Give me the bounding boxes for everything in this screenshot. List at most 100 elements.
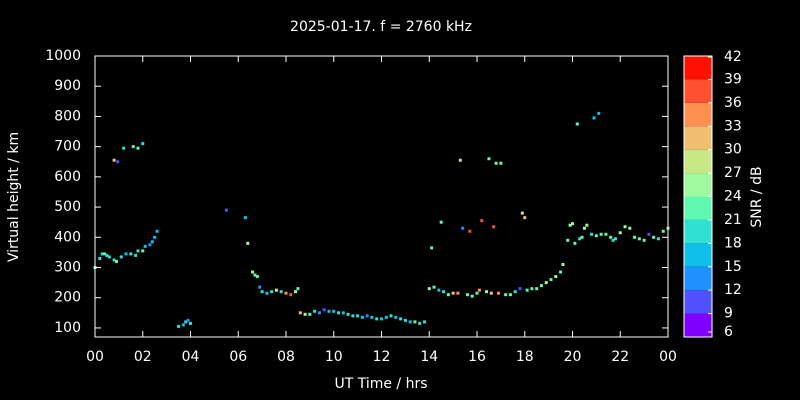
colorbar-swatch: [684, 149, 712, 174]
x-tick-label: 02: [134, 349, 152, 365]
data-point: [317, 311, 321, 315]
data-point: [346, 312, 350, 316]
data-point: [580, 235, 584, 239]
data-point: [186, 318, 190, 322]
colorbar-tick-label: 36: [724, 95, 742, 111]
data-point: [375, 317, 379, 321]
data-point: [337, 311, 341, 315]
data-point: [652, 235, 656, 239]
y-tick-label: 100: [54, 320, 81, 336]
data-point: [561, 262, 565, 266]
data-point: [124, 252, 128, 256]
data-point: [430, 246, 434, 250]
data-point: [114, 259, 118, 263]
data-point: [279, 290, 283, 294]
data-point: [499, 161, 503, 165]
x-tick-label: 16: [468, 349, 486, 365]
y-tick-label: 300: [54, 260, 81, 276]
x-tick-label: 00: [86, 349, 104, 365]
colorbar-swatch: [684, 290, 712, 314]
data-point: [181, 323, 185, 327]
data-point: [258, 285, 262, 289]
y-tick-label: 800: [54, 108, 81, 124]
colorbar-tick-label: 27: [724, 165, 742, 181]
y-axis-label: Virtual height / km: [6, 132, 22, 262]
data-point: [155, 229, 159, 233]
data-point: [422, 320, 426, 324]
data-point: [313, 309, 317, 313]
data-point: [370, 315, 374, 319]
data-point: [523, 216, 527, 220]
data-point: [439, 220, 443, 224]
data-point: [298, 311, 302, 315]
data-point: [661, 229, 665, 233]
data-point: [633, 235, 637, 239]
data-point: [504, 293, 508, 297]
data-point: [131, 145, 135, 149]
data-point: [136, 249, 140, 253]
colorbar-tick-label: 24: [724, 189, 742, 205]
data-point: [184, 320, 188, 324]
x-tick-label: 10: [325, 349, 343, 365]
colorbar-swatch: [684, 126, 712, 150]
data-point: [559, 270, 563, 274]
data-point: [568, 223, 572, 227]
data-point: [618, 231, 622, 235]
colorbar-swatch: [684, 173, 712, 197]
data-point: [308, 312, 312, 316]
data-point: [427, 287, 431, 291]
data-point: [623, 225, 627, 229]
data-point: [253, 273, 257, 277]
data-point: [451, 291, 455, 295]
data-point: [597, 111, 601, 115]
data-point: [116, 160, 120, 164]
x-tick-label: 14: [420, 349, 438, 365]
data-point: [384, 315, 388, 319]
data-point: [456, 291, 460, 295]
colorbar-tick-label: 12: [724, 282, 742, 298]
data-point: [477, 288, 481, 292]
data-point: [578, 237, 582, 241]
colorbar-swatch: [684, 56, 712, 80]
data-point: [129, 252, 133, 256]
data-point: [470, 294, 474, 298]
data-point: [489, 291, 493, 295]
data-point: [513, 290, 517, 294]
data-point: [465, 293, 469, 297]
data-point: [656, 237, 660, 241]
data-point: [100, 252, 104, 256]
data-point: [303, 312, 307, 316]
y-tick-label: 900: [54, 78, 81, 94]
data-point: [437, 288, 441, 292]
data-point: [413, 320, 417, 324]
colorbar-tick-label: 30: [724, 142, 742, 158]
colorbar-swatch: [684, 219, 712, 244]
x-tick-label: 00: [659, 349, 677, 365]
data-point: [554, 275, 558, 279]
data-point: [647, 232, 651, 236]
data-point: [458, 158, 462, 162]
data-point: [134, 253, 138, 257]
data-point: [351, 314, 355, 318]
y-tick-label: 400: [54, 229, 81, 245]
x-tick-label: 18: [516, 349, 534, 365]
data-point: [341, 311, 345, 315]
x-tick-label: 12: [373, 349, 391, 365]
data-point: [112, 158, 116, 162]
data-point: [590, 232, 594, 236]
data-point: [274, 288, 278, 292]
data-point: [585, 223, 589, 227]
data-point: [571, 222, 574, 226]
colorbar-tick-label: 6: [724, 324, 733, 340]
data-point: [399, 317, 403, 321]
colorbar-tick-label: 42: [724, 49, 742, 65]
data-point: [468, 229, 472, 233]
colorbar-swatch: [684, 196, 712, 220]
data-point: [251, 270, 255, 274]
data-point: [136, 146, 140, 150]
y-tick-label: 1000: [45, 48, 81, 64]
data-point: [480, 219, 484, 223]
data-point: [403, 318, 407, 322]
data-point: [122, 146, 126, 150]
